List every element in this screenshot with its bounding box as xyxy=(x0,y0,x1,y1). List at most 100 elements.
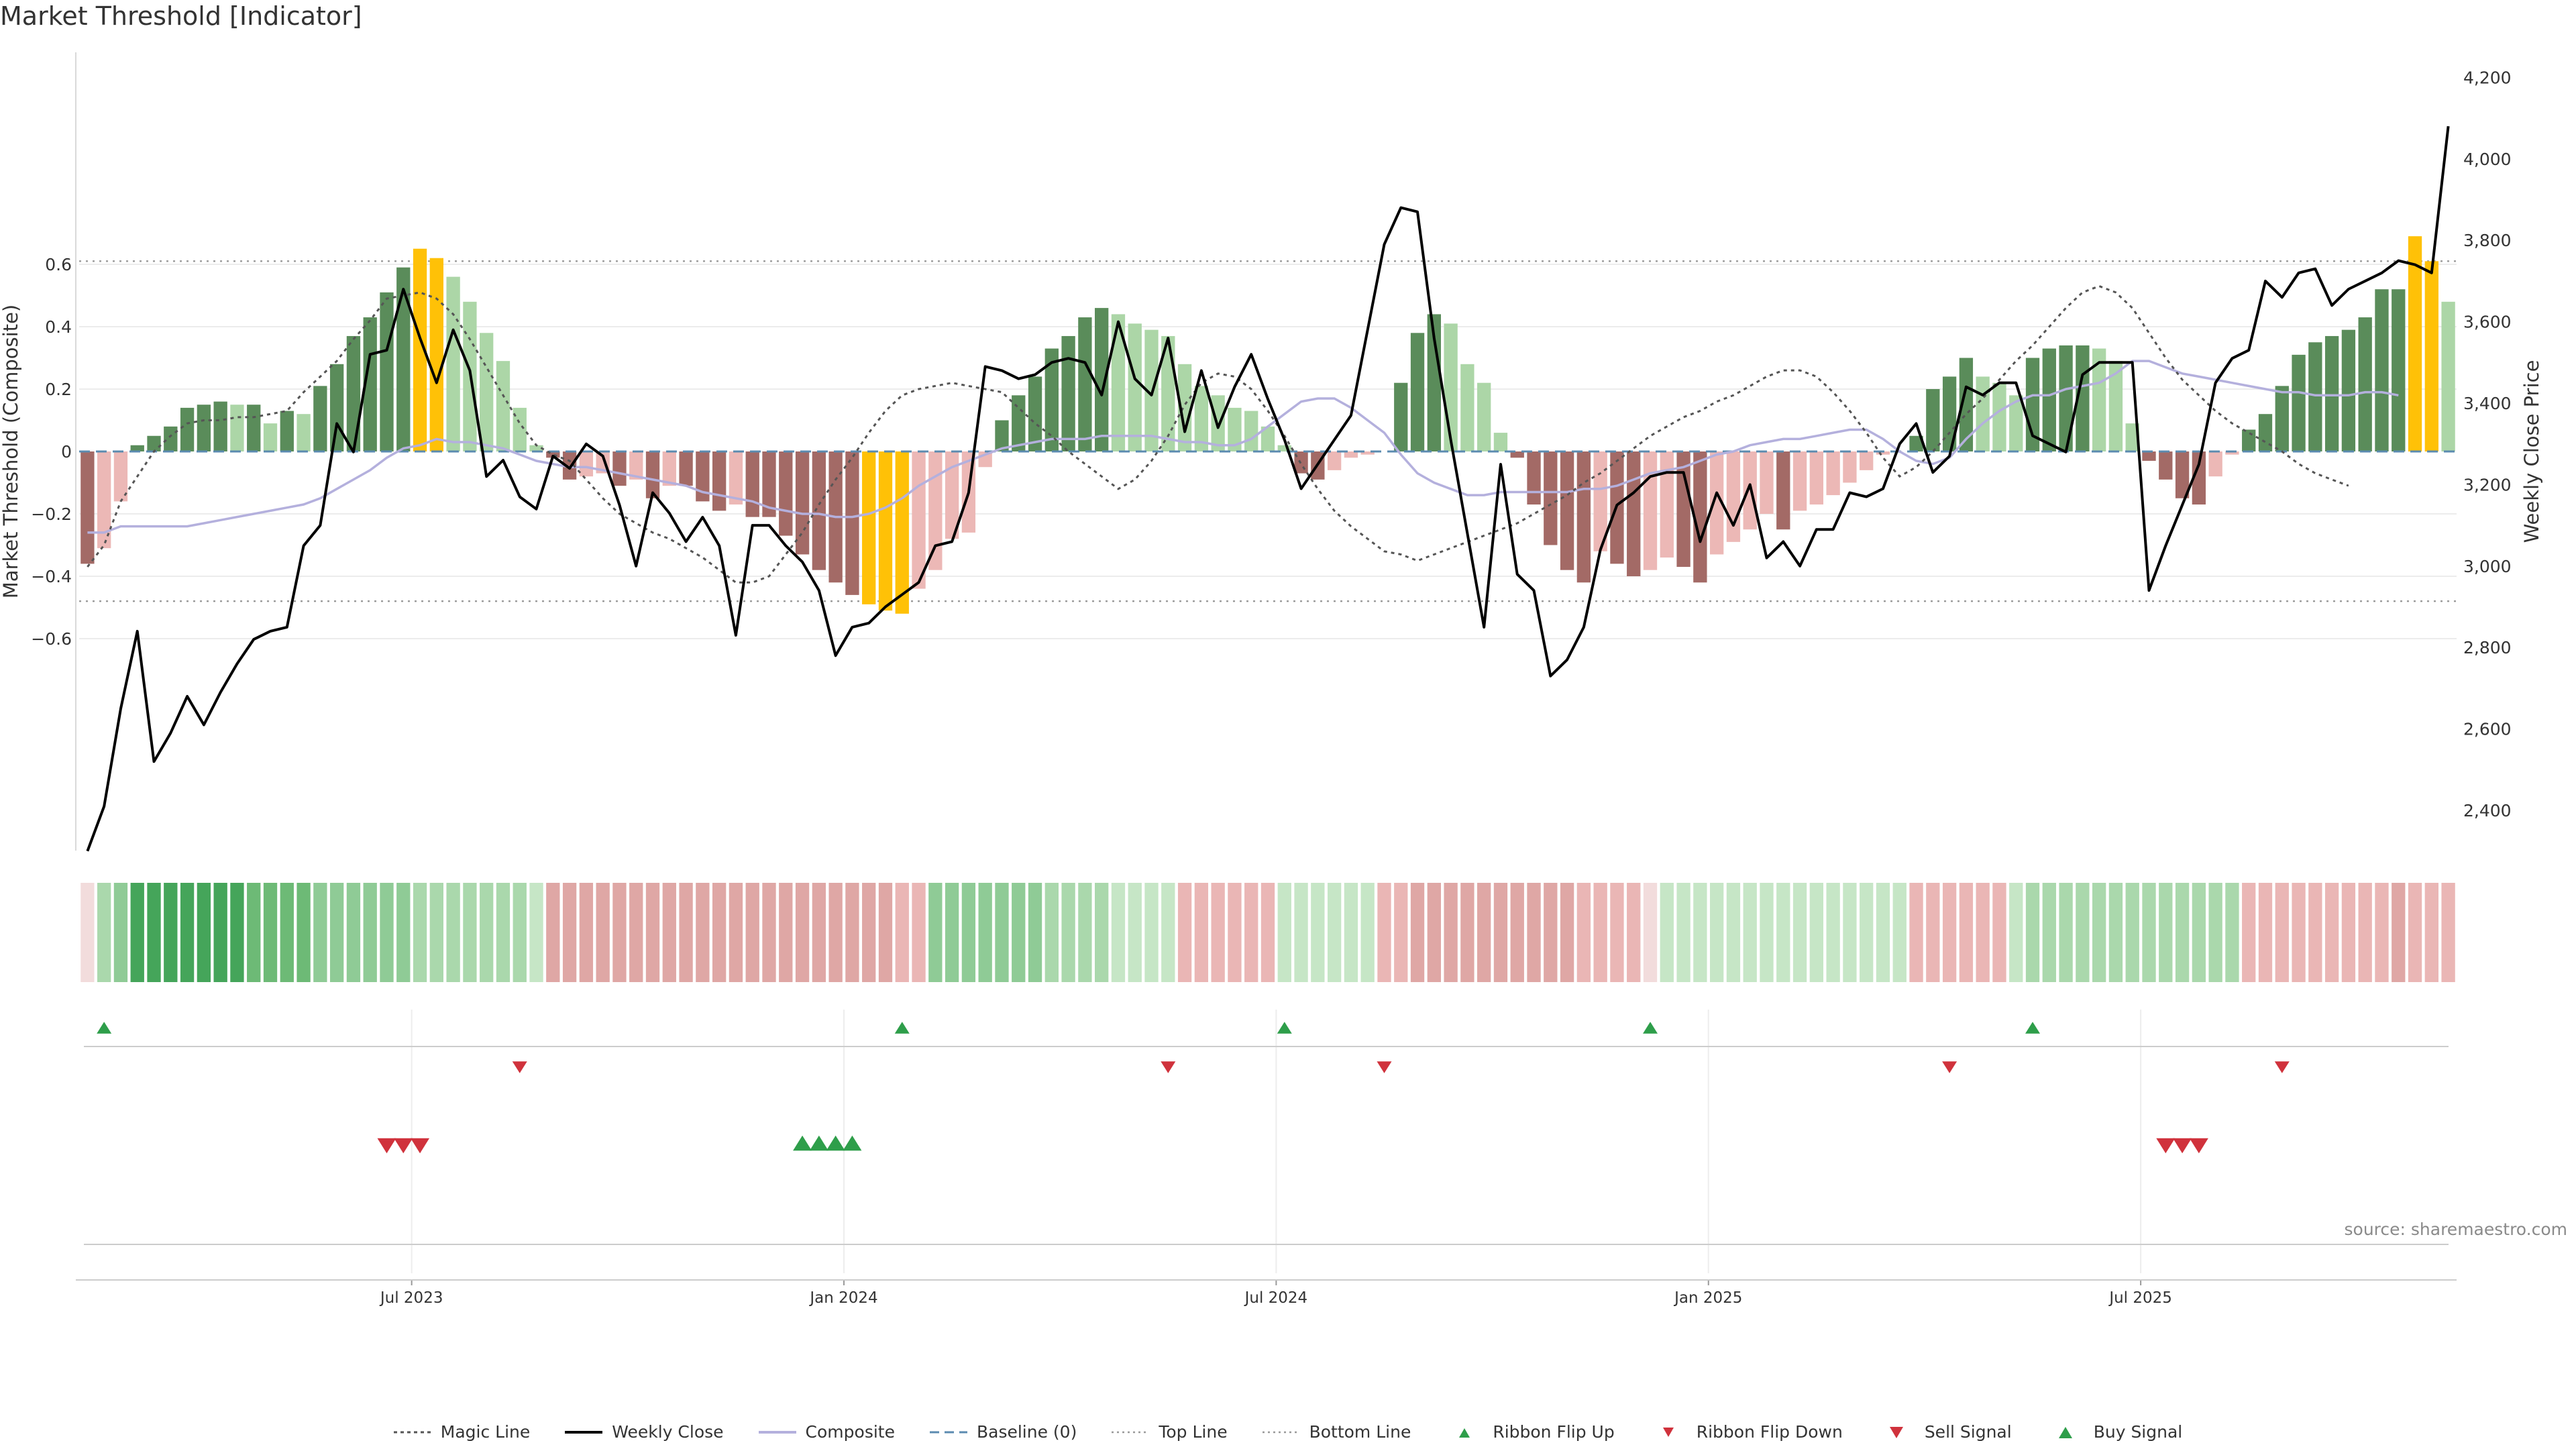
composite-bar-50 xyxy=(912,451,926,589)
ribbon-cell-43 xyxy=(795,883,810,982)
sell-signal-4 xyxy=(2173,1138,2192,1154)
composite-bar-36 xyxy=(679,451,693,486)
ribbon-cell-102 xyxy=(1776,883,1790,982)
ribbon-cell-98 xyxy=(1709,883,1724,982)
composite-line xyxy=(87,360,2399,534)
ribbon-cell-65 xyxy=(1161,883,1175,982)
source-note: source: sharemaestro.com xyxy=(2344,1220,2568,1239)
composite-bar-83 xyxy=(1460,364,1474,451)
ribbon-cell-54 xyxy=(978,883,992,982)
ribbon-cell-53 xyxy=(961,883,976,982)
ribbon-cell-61 xyxy=(1095,883,1109,982)
ribbon-cell-3 xyxy=(130,883,144,982)
composite-bar-77 xyxy=(1360,451,1375,455)
composite-bar-119 xyxy=(2059,345,2073,451)
composite-bar-15 xyxy=(329,364,344,451)
x-tick-label-2: Jul 2024 xyxy=(1244,1289,1308,1307)
ribbon-cell-93 xyxy=(1627,883,1641,982)
ribbon-flip-up-1 xyxy=(894,1022,910,1034)
ribbon-cell-68 xyxy=(1211,883,1225,982)
ribbon-cell-39 xyxy=(729,883,743,982)
ribbon-cell-33 xyxy=(629,883,643,982)
composite-bar-128 xyxy=(2208,451,2222,477)
ribbon-cell-125 xyxy=(2159,883,2173,982)
ribbon-cell-52 xyxy=(945,883,959,982)
ribbon-cell-81 xyxy=(1427,883,1441,982)
composite-bar-55 xyxy=(995,420,1009,451)
composite-bar-43 xyxy=(795,451,810,555)
composite-bar-47 xyxy=(862,451,876,604)
composite-bar-27 xyxy=(529,445,543,451)
composite-bar-24 xyxy=(480,333,494,451)
ribbon-cell-28 xyxy=(546,883,560,982)
ribbon-cell-82 xyxy=(1444,883,1458,982)
composite-bar-19 xyxy=(396,267,411,451)
composite-bar-29 xyxy=(562,451,577,480)
composite-bar-17 xyxy=(363,317,377,451)
ribbon-strip xyxy=(80,883,2455,982)
composite-bar-62 xyxy=(1111,314,1126,451)
ribbon-cell-131 xyxy=(2258,883,2273,982)
composite-bar-39 xyxy=(729,451,743,505)
ribbon-cell-55 xyxy=(995,883,1009,982)
buy-signal-0 xyxy=(793,1135,812,1151)
ribbon-cell-66 xyxy=(1177,883,1192,982)
ribbon-cell-12 xyxy=(280,883,294,982)
legend-swatch xyxy=(1112,1431,1150,1433)
ribbon-cell-67 xyxy=(1194,883,1209,982)
buy-signal-3 xyxy=(843,1135,862,1151)
ribbon-cell-110 xyxy=(1909,883,1923,982)
left-tick-label-5: −0.4 xyxy=(31,567,72,586)
ribbon-cell-42 xyxy=(779,883,793,982)
composite-bar-57 xyxy=(1028,376,1042,451)
composite-bar-3 xyxy=(130,445,144,451)
ribbon-cell-106 xyxy=(1843,883,1857,982)
ribbon-cell-109 xyxy=(1892,883,1907,982)
composite-bar-32 xyxy=(612,451,627,486)
composite-bar-90 xyxy=(1576,451,1591,583)
ribbon-cell-120 xyxy=(2076,883,2090,982)
composite-bar-104 xyxy=(1809,451,1824,505)
axes-layer: 0.6 0.4 0.2 0 −0.2 −0.4 −0.6 4,200 4,000 3,800 3,6… xyxy=(0,52,2543,851)
composite-bar-67 xyxy=(1194,386,1209,451)
ribbon-cell-7 xyxy=(197,883,211,982)
ribbon-cell-36 xyxy=(679,883,693,982)
composite-bar-40 xyxy=(745,451,759,517)
composite-bar-105 xyxy=(1826,451,1840,496)
ribbon-cell-77 xyxy=(1360,883,1375,982)
composite-bar-51 xyxy=(928,451,943,570)
composite-bar-84 xyxy=(1477,382,1491,451)
ribbon-cell-26 xyxy=(513,883,527,982)
legend-item-composite: Composite xyxy=(758,1422,895,1442)
ribbon-cell-85 xyxy=(1493,883,1508,982)
composite-bar-65 xyxy=(1161,335,1175,451)
composite-bar-142 xyxy=(2441,301,2455,451)
ribbon-cell-69 xyxy=(1228,883,1242,982)
ribbon-cell-140 xyxy=(2408,883,2422,982)
ribbon-cell-13 xyxy=(297,883,311,982)
composite-bar-118 xyxy=(2042,348,2056,451)
right-tick-label-1: 4,000 xyxy=(2463,150,2512,169)
ribbon-cell-126 xyxy=(2175,883,2190,982)
legend-swatch xyxy=(1262,1431,1300,1433)
ribbon-cell-15 xyxy=(329,883,344,982)
ribbon-cell-45 xyxy=(828,883,843,982)
ribbon-cell-139 xyxy=(2392,883,2406,982)
line-layer xyxy=(79,125,2457,852)
ribbon-cell-40 xyxy=(745,883,759,982)
composite-bar-123 xyxy=(2125,423,2139,451)
ribbon-cell-29 xyxy=(562,883,577,982)
composite-bar-71 xyxy=(1260,426,1275,451)
ribbon-cell-64 xyxy=(1144,883,1159,982)
composite-bar-70 xyxy=(1244,411,1258,451)
composite-bar-52 xyxy=(945,451,959,539)
ribbon-cell-11 xyxy=(263,883,278,982)
legend-label: Magic Line xyxy=(440,1422,531,1442)
ribbon-cell-41 xyxy=(762,883,776,982)
composite-bar-131 xyxy=(2258,414,2273,451)
sell-signal-2 xyxy=(411,1138,430,1154)
composite-bar-38 xyxy=(712,451,727,511)
ribbon-cell-115 xyxy=(1992,883,2006,982)
composite-bar-63 xyxy=(1128,323,1142,451)
